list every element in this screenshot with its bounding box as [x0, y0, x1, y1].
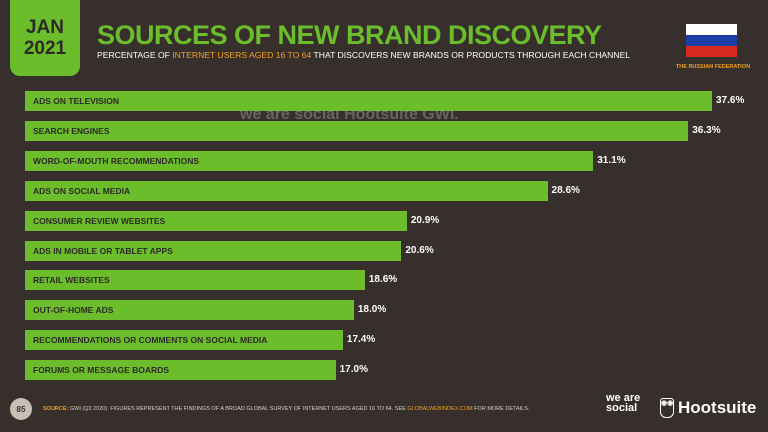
date-year: 2021 [23, 38, 67, 59]
bar [25, 91, 712, 111]
bar [25, 240, 402, 261]
date-month: JAN [25, 17, 64, 38]
bar-value: 37.6% [716, 95, 745, 106]
bar-label: SEARCH ENGINES [33, 125, 110, 136]
source-label: SOURCE: [43, 406, 69, 412]
bar [25, 120, 689, 141]
bar-value: 18.6% [368, 274, 398, 286]
source-end: FOR MORE DETAILS. [472, 406, 530, 412]
bar [25, 180, 548, 201]
hootsuite-logo: ◉◉ Hootsuite [660, 398, 756, 418]
subtitle-pre: PERCENTAGE OF [97, 50, 173, 60]
country-label: THE RUSSIAN FEDERATION [675, 64, 751, 70]
bar [25, 330, 343, 351]
source-text: GWI (Q3 2020). FIGURES REPRESENT THE FIN… [68, 406, 408, 412]
bar-label: RECOMMENDATIONS OR COMMENTS ON SOCIAL ME… [33, 335, 268, 346]
bar-value: 18.0% [357, 304, 387, 316]
bar [25, 300, 354, 321]
bar-value: 20.9% [410, 214, 440, 226]
page-title: SOURCES OF NEW BRAND DISCOVERY [97, 20, 602, 50]
bar [25, 360, 336, 381]
date-badge: JAN 2021 [10, 0, 80, 76]
bar-value: 17.0% [339, 364, 368, 376]
bar-label: OUT-OF-HOME ADS [33, 305, 114, 316]
bar-value: 31.1% [597, 154, 626, 166]
bar-label: RETAIL WEBSITES [33, 275, 110, 286]
bar-chart: ADS ON TELEVISION 37.6% SEARCH ENGINES 36.3… [0, 86, 768, 386]
bar-label: ADS ON TELEVISION [33, 96, 119, 106]
bar-label: ADS IN MOBILE OR TABLET APPS [33, 245, 173, 256]
bar-value: 36.3% [692, 124, 721, 136]
subtitle-post: THAT DISCOVERS NEW BRANDS OR PRODUCTS TH… [311, 50, 631, 60]
bar-label: FORUMS OR MESSAGE BOARDS [33, 365, 170, 376]
source-note: SOURCE: GWI (Q3 2020). FIGURES REPRESENT… [43, 406, 529, 412]
bar-value: 28.6% [551, 184, 580, 196]
subtitle: PERCENTAGE OF INTERNET USERS AGED 16 TO … [97, 50, 630, 60]
russia-flag-icon [686, 24, 737, 57]
owl-icon: ◉◉ [660, 398, 674, 418]
bar-label: WORD-OF-MOUTH RECOMMENDATIONS [33, 155, 200, 166]
we-are-social-logo: we are social [606, 392, 641, 414]
bar [25, 210, 407, 231]
source-link[interactable]: GLOBALWEBINDEX.COM [407, 406, 473, 412]
bar-value: 17.4% [346, 334, 376, 346]
bar [25, 150, 594, 171]
bar-label: CONSUMER REVIEW WEBSITES [33, 215, 166, 226]
hootsuite-text: Hootsuite [678, 398, 757, 417]
bar-value: 20.6% [405, 244, 434, 256]
bar-label: ADS ON SOCIAL MEDIA [33, 185, 131, 196]
bar [25, 270, 365, 291]
page-number: 85 [10, 398, 32, 420]
subtitle-highlight: INTERNET USERS AGED 16 TO 64 [172, 50, 312, 60]
